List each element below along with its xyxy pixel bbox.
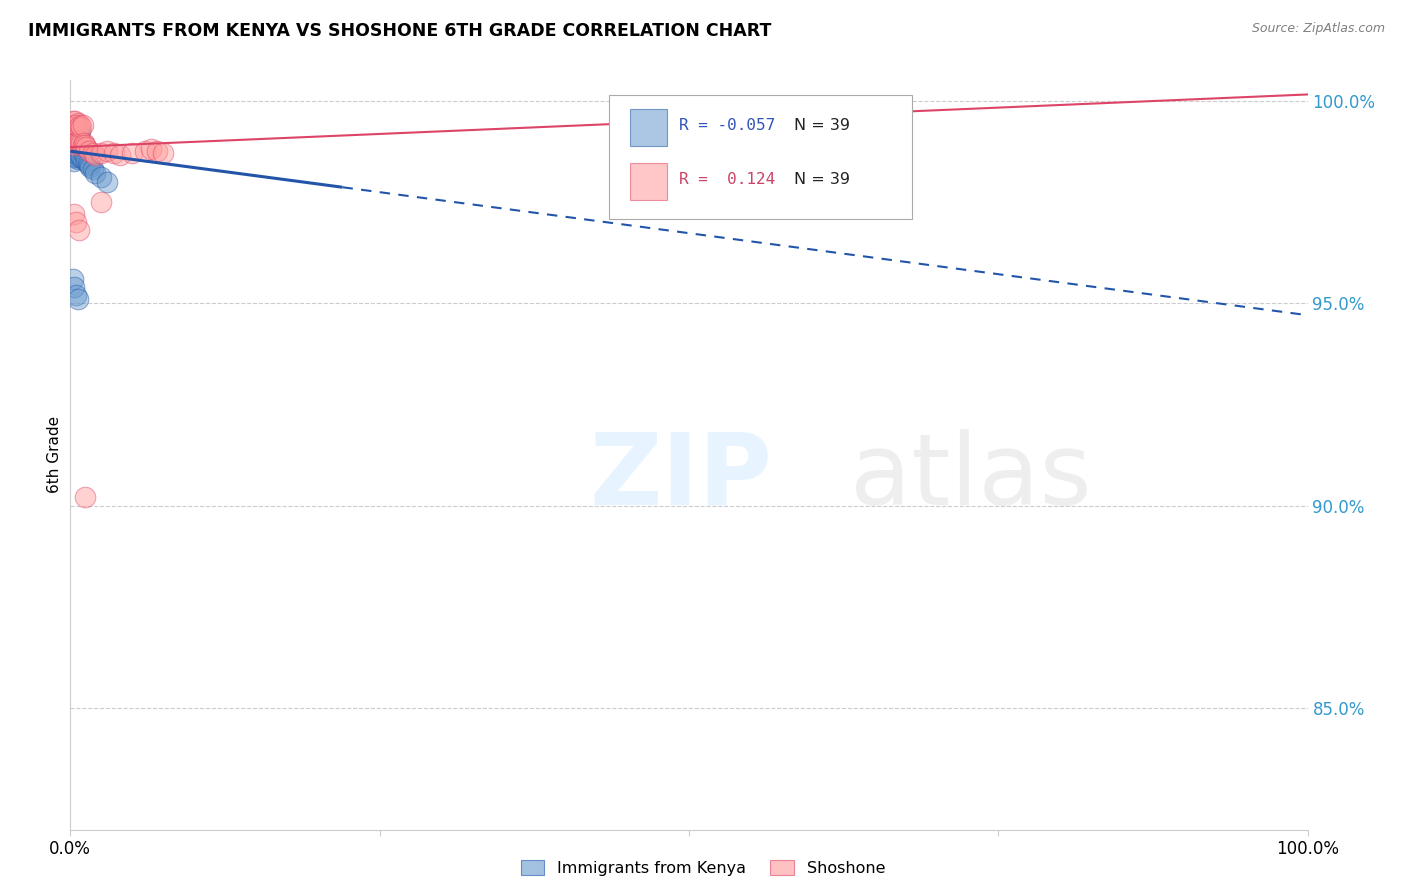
Point [79, 161, 101, 175]
Point [72, 140, 94, 154]
Point [134, 144, 156, 158]
Point [65, 118, 87, 132]
Point [63, 280, 86, 294]
Point [62, 134, 84, 148]
Point [65, 121, 87, 136]
Point [66, 292, 89, 306]
Text: N = 39: N = 39 [794, 171, 851, 186]
Point [66, 124, 89, 138]
Point [69, 134, 91, 148]
Point [69, 148, 91, 162]
Point [60, 142, 83, 156]
Point [69, 118, 91, 132]
Point [67, 138, 90, 153]
Point [73, 136, 96, 150]
Point [70, 120, 93, 134]
Y-axis label: 6th Grade: 6th Grade [46, 417, 62, 493]
Text: R =  0.124: R = 0.124 [679, 171, 775, 186]
Point [75, 154, 97, 169]
Point [70, 138, 93, 153]
Point [70, 136, 93, 150]
Point [67, 136, 90, 150]
Point [69, 136, 91, 150]
Point [108, 148, 131, 162]
Point [146, 144, 169, 158]
Point [77, 158, 100, 172]
Point [70, 150, 93, 164]
Text: IMMIGRANTS FROM KENYA VS SHOSHONE 6TH GRADE CORRELATION CHART: IMMIGRANTS FROM KENYA VS SHOSHONE 6TH GR… [28, 22, 772, 40]
Text: N = 39: N = 39 [794, 118, 851, 133]
Text: R = -0.057: R = -0.057 [679, 118, 775, 133]
Text: ZIP: ZIP [591, 429, 773, 526]
Point [66, 153, 89, 167]
Point [75, 491, 97, 505]
Point [65, 132, 87, 146]
Point [103, 146, 125, 161]
Point [65, 288, 87, 302]
Text: Source: ZipAtlas.com: Source: ZipAtlas.com [1251, 22, 1385, 36]
Point [67, 150, 90, 164]
Point [72, 138, 94, 153]
Point [82, 146, 104, 161]
Point [90, 170, 112, 185]
Point [84, 166, 107, 180]
Point [66, 134, 89, 148]
Point [67, 120, 90, 134]
Point [73, 146, 96, 161]
Point [62, 146, 84, 161]
Point [65, 146, 87, 161]
Point [69, 124, 91, 138]
Point [90, 146, 112, 161]
Point [96, 144, 118, 158]
FancyBboxPatch shape [630, 162, 666, 200]
Point [63, 126, 86, 140]
Point [62, 113, 84, 128]
Point [67, 223, 90, 237]
Point [75, 140, 97, 154]
Point [65, 150, 87, 164]
Point [63, 118, 86, 132]
Point [63, 207, 86, 221]
Point [62, 271, 84, 285]
Text: atlas: atlas [849, 429, 1091, 526]
Point [66, 116, 89, 130]
Point [63, 142, 86, 156]
Point [67, 126, 90, 140]
FancyBboxPatch shape [630, 109, 666, 146]
Point [63, 138, 86, 153]
Point [84, 148, 107, 162]
Point [75, 138, 97, 153]
Point [72, 118, 94, 132]
Point [65, 134, 87, 148]
Legend: Immigrants from Kenya, Shoshone: Immigrants from Kenya, Shoshone [515, 854, 891, 882]
Point [65, 136, 87, 150]
Point [65, 130, 87, 145]
Point [77, 144, 100, 158]
Point [152, 146, 174, 161]
Point [76, 156, 98, 170]
Point [63, 154, 86, 169]
Point [65, 215, 87, 229]
Point [65, 118, 87, 132]
Point [90, 194, 112, 209]
Point [139, 142, 162, 156]
Point [75, 150, 97, 164]
Point [62, 136, 84, 150]
Point [72, 153, 94, 167]
FancyBboxPatch shape [609, 95, 911, 219]
Point [96, 175, 118, 189]
Point [82, 162, 104, 177]
Point [66, 136, 89, 150]
Point [60, 126, 83, 140]
Point [65, 113, 87, 128]
Point [121, 146, 143, 161]
